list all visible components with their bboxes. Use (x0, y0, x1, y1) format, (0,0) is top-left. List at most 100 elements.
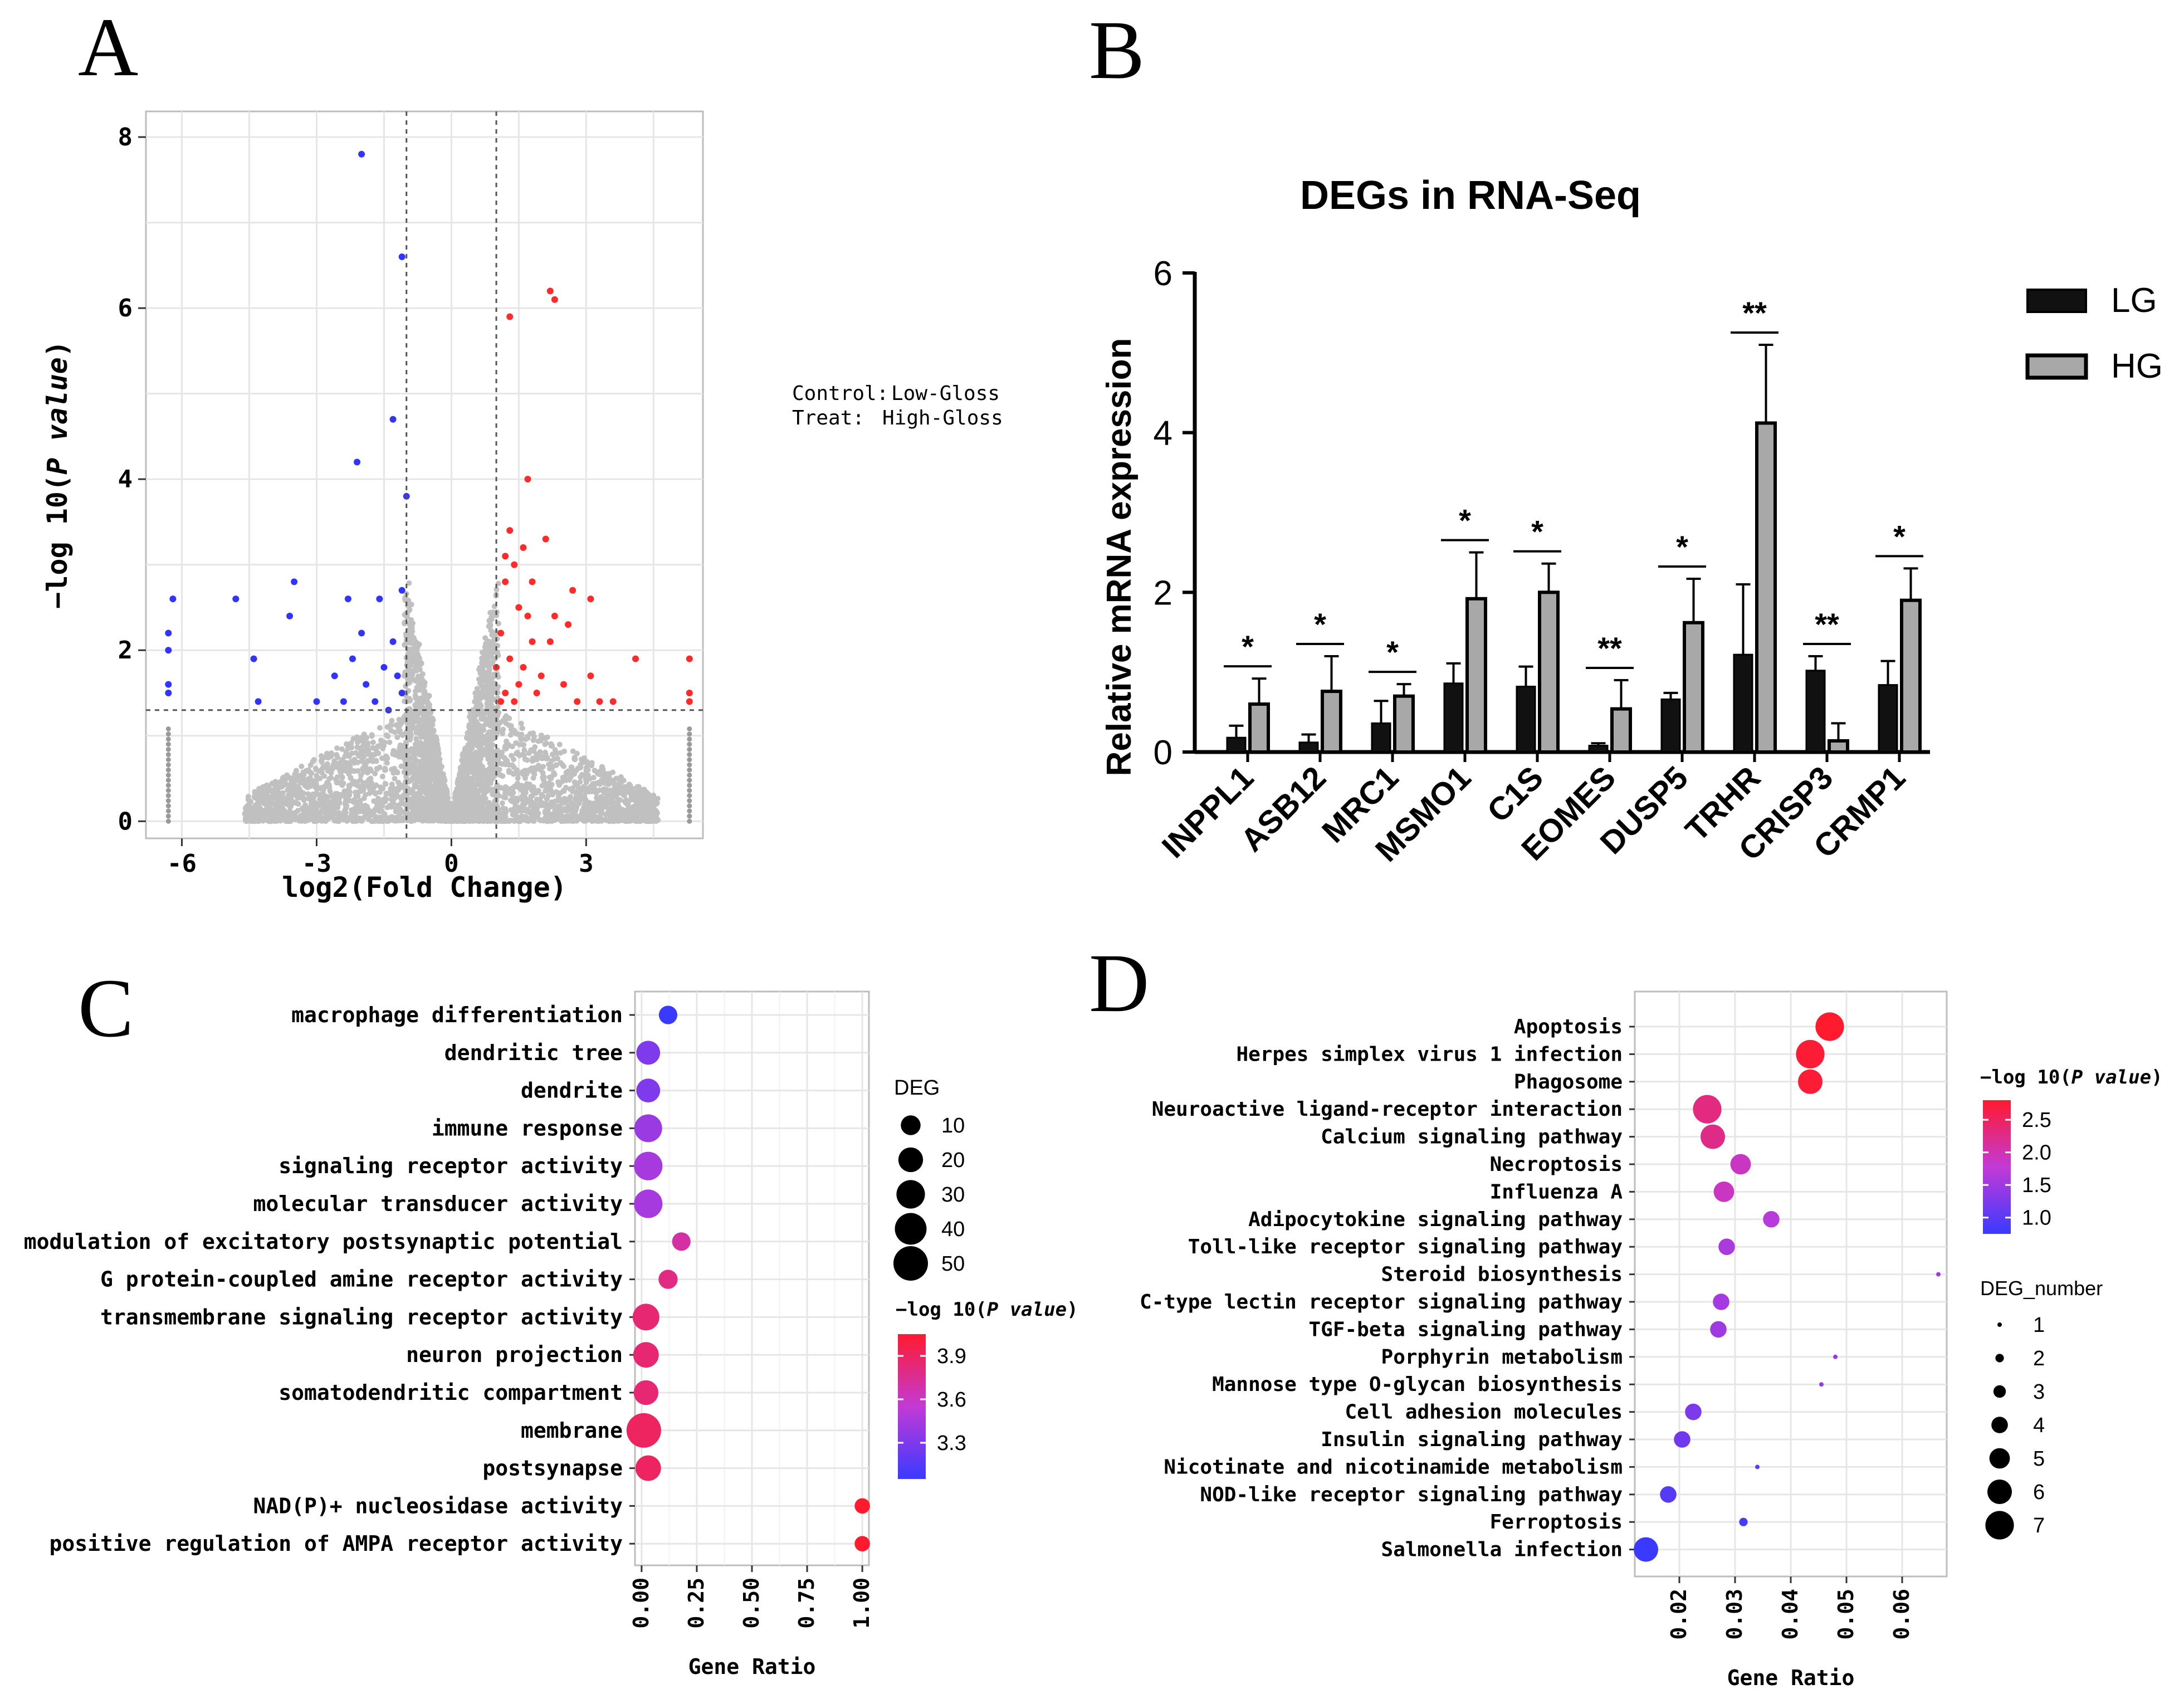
volcano-nonsig-point (365, 783, 371, 789)
volcano-nonsig-point (617, 784, 623, 790)
go-dot (634, 1151, 663, 1180)
volcano-nonsig-point (350, 818, 356, 824)
significance-marker: * (1676, 529, 1688, 564)
panel-label-a: A (78, 1, 138, 94)
volcano-nonsig-point (476, 767, 482, 773)
kegg-x-tick-label: 0.05 (1834, 1589, 1858, 1640)
volcano-nonsig-point (514, 750, 520, 756)
volcano-nonsig-point (280, 811, 286, 817)
volcano-nonsig-point (390, 748, 397, 754)
volcano-nonsig-point (457, 765, 463, 771)
volcano-nonsig-point (545, 816, 551, 822)
volcano-nonsig-point (465, 753, 471, 759)
volcano-down-point (250, 655, 257, 662)
volcano-nonsig-point (597, 817, 603, 823)
volcano-nonsig-point (276, 791, 282, 797)
volcano-nonsig-point (465, 805, 471, 812)
kegg-color-legend-title: −log 10(P value) (1980, 1066, 2163, 1088)
treat-label: Treat: (792, 407, 864, 429)
volcano-nonsig-point (521, 786, 527, 792)
volcano-nonsig-point (631, 815, 637, 821)
volcano-nonsig-point (392, 729, 398, 735)
volcano-nonsig-point (278, 818, 284, 824)
kegg-dot (1701, 1124, 1725, 1149)
volcano-nonsig-point (324, 795, 330, 801)
volcano-nonsig-point (548, 775, 554, 782)
go-size-legend-dot (895, 1213, 927, 1245)
volcano-nonsig-point (469, 712, 475, 718)
volcano-nonsig-point (264, 782, 270, 788)
volcano-up-point (565, 621, 572, 628)
volcano-nonsig-point (620, 812, 626, 818)
go-term-label: signaling receptor activity (279, 1154, 623, 1178)
volcano-nonsig-point (418, 660, 424, 666)
volcano-up-point (686, 655, 693, 662)
volcano-nonsig-point (459, 788, 465, 794)
volcano-nonsig-point (389, 797, 395, 803)
volcano-nonsig-column-point (165, 736, 171, 742)
volcano-y-tick-label: 4 (118, 465, 133, 494)
volcano-nonsig-point (555, 779, 561, 785)
volcano-nonsig-point (529, 765, 535, 771)
volcano-nonsig-point (487, 766, 493, 772)
kegg-pathway-label: Calcium signaling pathway (1321, 1126, 1623, 1149)
volcano-nonsig-point (408, 669, 414, 675)
kegg-size-legend-title: DEG_number (1980, 1277, 2103, 1300)
go-dot (635, 1455, 661, 1481)
volcano-nonsig-point (563, 772, 569, 778)
volcano-nonsig-point (274, 799, 280, 805)
go-dot (626, 1413, 661, 1448)
volcano-nonsig-column-point (165, 818, 171, 824)
volcano-nonsig-point (644, 789, 650, 795)
volcano-nonsig-point (331, 818, 338, 824)
volcano-nonsig-point (532, 813, 539, 819)
volcano-up-point (520, 544, 527, 551)
volcano-nonsig-point (597, 787, 603, 793)
volcano-nonsig-point (588, 787, 594, 793)
significance-marker: * (1531, 514, 1543, 549)
volcano-y-label-prefix: −log 10( (41, 475, 74, 609)
volcano-nonsig-point (362, 744, 368, 750)
volcano-down-point (398, 690, 405, 696)
volcano-nonsig-point (598, 800, 604, 807)
volcano-nonsig-point (297, 813, 304, 819)
volcano-nonsig-point (484, 814, 490, 820)
volcano-down-point (165, 690, 172, 696)
bar-lg (1733, 653, 1753, 753)
volcano-nonsig-point (464, 734, 470, 740)
volcano-nonsig-point (455, 780, 461, 786)
volcano-nonsig-point (434, 817, 441, 823)
go-term-label: positive regulation of AMPA receptor act… (49, 1531, 623, 1556)
volcano-nonsig-point (524, 769, 530, 775)
volcano-nonsig-point (412, 816, 418, 822)
volcano-nonsig-point (574, 750, 580, 756)
volcano-nonsig-point (539, 735, 545, 741)
volcano-nonsig-point (408, 646, 414, 652)
volcano-nonsig-point (270, 795, 276, 801)
volcano-nonsig-point (343, 768, 349, 774)
volcano-nonsig-point (468, 763, 475, 769)
volcano-down-point (372, 698, 379, 705)
kegg-dot (1660, 1486, 1677, 1503)
kegg-color-legend-prefix: −log 10( (1980, 1066, 2071, 1088)
kegg-dot (1798, 1069, 1823, 1094)
volcano-nonsig-point (408, 639, 414, 645)
volcano-nonsig-point (283, 776, 289, 782)
volcano-nonsig-point (295, 786, 301, 792)
go-term-label: NAD(P)+ nucleosidase activity (253, 1493, 623, 1518)
volcano-nonsig-point (470, 707, 476, 713)
volcano-nonsig-point (481, 798, 487, 804)
volcano-nonsig-point (356, 753, 363, 759)
volcano-down-point (291, 578, 298, 585)
volcano-nonsig-point (322, 810, 328, 816)
volcano-nonsig-point (361, 795, 367, 802)
volcano-nonsig-column-point (165, 808, 171, 814)
kegg-dot (1710, 1321, 1727, 1338)
volcano-nonsig-point (494, 732, 500, 738)
volcano-nonsig-point (549, 799, 555, 805)
legend-label-hg: HG (2111, 347, 2163, 385)
volcano-nonsig-point (544, 755, 550, 761)
significance-marker: * (1242, 629, 1254, 664)
volcano-nonsig-point (250, 813, 256, 819)
volcano-nonsig-point (320, 804, 326, 810)
